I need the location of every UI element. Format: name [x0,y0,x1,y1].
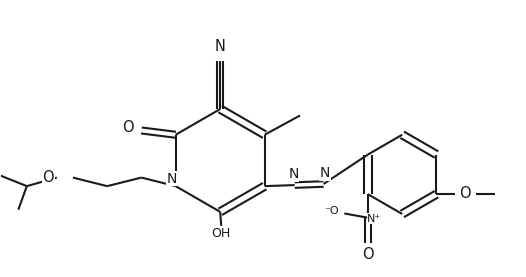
Text: O: O [460,186,471,201]
Text: O: O [362,247,373,262]
Text: O: O [43,170,54,185]
Text: ⁻O: ⁻O [324,206,339,216]
Text: OH: OH [211,227,231,240]
Text: N: N [215,39,226,55]
Text: N⁺: N⁺ [367,214,381,224]
Text: N: N [319,166,330,180]
Text: N: N [166,172,177,186]
Text: N: N [288,167,299,181]
Text: O: O [122,120,133,135]
